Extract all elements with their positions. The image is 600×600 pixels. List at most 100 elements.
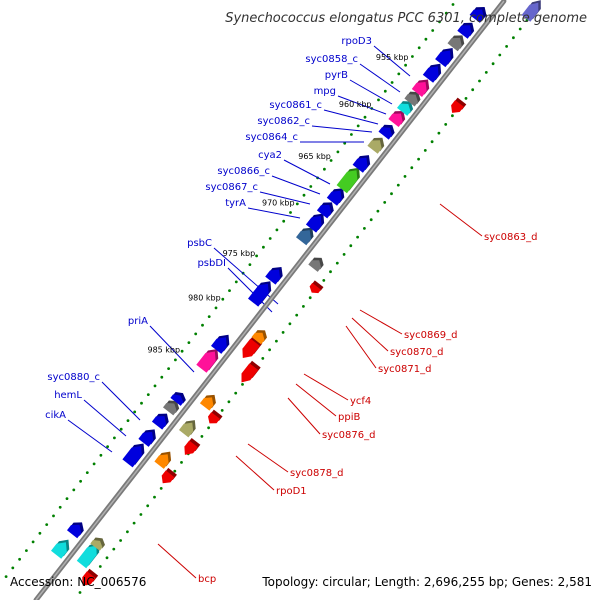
gene-feature[interactable] bbox=[196, 351, 216, 373]
gene-feature[interactable] bbox=[378, 127, 393, 140]
track-dot bbox=[322, 279, 326, 282]
track-dot bbox=[106, 445, 109, 448]
gene-feature[interactable] bbox=[170, 394, 184, 406]
gene-feature[interactable] bbox=[435, 50, 451, 68]
track-dot bbox=[281, 331, 285, 334]
reverse-connector bbox=[157, 543, 197, 579]
gene-feature[interactable] bbox=[138, 431, 154, 447]
gene-feature[interactable] bbox=[326, 190, 342, 206]
track-dot bbox=[295, 313, 299, 317]
gene-feature[interactable] bbox=[422, 66, 439, 83]
gene-feature[interactable] bbox=[404, 94, 418, 107]
track-dot bbox=[220, 409, 224, 412]
forward-gene-label[interactable]: cya2 bbox=[258, 150, 282, 161]
reverse-gene-label[interactable]: ycf4 bbox=[350, 396, 371, 407]
gene-feature[interactable] bbox=[82, 571, 96, 586]
forward-gene-label[interactable]: syc0880_c bbox=[47, 372, 100, 383]
reverse-gene-label[interactable]: ppiB bbox=[338, 412, 360, 423]
gene-feature[interactable] bbox=[397, 103, 411, 116]
gene-feature[interactable] bbox=[316, 204, 332, 219]
gene-feature[interactable] bbox=[411, 82, 427, 97]
track-dot bbox=[4, 575, 8, 578]
kbp-tick-label: 970 kbp bbox=[262, 199, 295, 208]
track-dot bbox=[323, 167, 326, 171]
forward-gene-label[interactable]: syc0858_c bbox=[305, 54, 358, 65]
reverse-gene-label[interactable]: syc0878_d bbox=[290, 468, 343, 479]
forward-gene-label[interactable]: priA bbox=[128, 316, 148, 327]
gene-feature[interactable] bbox=[51, 542, 67, 559]
track-dot bbox=[302, 193, 306, 197]
forward-gene-label[interactable]: psbC bbox=[187, 238, 212, 249]
gene-feature[interactable] bbox=[76, 545, 97, 569]
gene-feature[interactable] bbox=[388, 113, 403, 128]
gene-feature[interactable] bbox=[248, 283, 269, 307]
forward-connector bbox=[149, 325, 195, 373]
gene-feature[interactable] bbox=[265, 269, 281, 285]
gene-feature[interactable] bbox=[242, 338, 260, 358]
gene-feature[interactable] bbox=[67, 524, 82, 539]
gene-feature[interactable] bbox=[305, 215, 322, 233]
gene-feature[interactable] bbox=[241, 363, 259, 383]
track-dot bbox=[518, 27, 522, 31]
forward-gene-label[interactable]: syc0866_c bbox=[217, 166, 270, 177]
reverse-gene-label[interactable]: rpoD1 bbox=[276, 486, 307, 497]
reverse-gene-label[interactable]: syc0863_d bbox=[484, 232, 537, 243]
gene-feature[interactable] bbox=[457, 25, 472, 39]
track-dot bbox=[187, 341, 191, 344]
forward-gene-label[interactable]: syc0867_c bbox=[205, 182, 258, 193]
gene-feature[interactable] bbox=[469, 9, 484, 23]
reverse-gene-label[interactable]: syc0876_d bbox=[322, 430, 375, 441]
forward-gene-label[interactable]: hemL bbox=[54, 390, 82, 401]
gene-feature[interactable] bbox=[208, 412, 220, 424]
reverse-gene-label[interactable]: syc0870_d bbox=[390, 347, 443, 358]
forward-gene-label[interactable]: rpoD3 bbox=[341, 36, 372, 47]
gene-feature[interactable] bbox=[308, 260, 322, 272]
gene-feature[interactable] bbox=[352, 157, 368, 173]
forward-gene-label[interactable]: pyrB bbox=[325, 70, 348, 81]
gene-feature[interactable] bbox=[521, 2, 539, 22]
gene-feature[interactable] bbox=[122, 446, 142, 468]
gene-feature[interactable] bbox=[367, 140, 382, 154]
reverse-gene-label[interactable]: bcp bbox=[198, 574, 216, 585]
gene-feature[interactable] bbox=[251, 332, 265, 345]
gene-feature[interactable] bbox=[161, 470, 175, 484]
gene-feature[interactable] bbox=[90, 540, 103, 551]
gene-feature[interactable] bbox=[163, 403, 177, 416]
track-dot bbox=[356, 124, 360, 128]
gene-feature[interactable] bbox=[336, 170, 358, 194]
track-dot bbox=[99, 453, 103, 457]
forward-gene-label[interactable]: mpg bbox=[314, 86, 336, 97]
track-dot bbox=[126, 419, 130, 422]
track-dot bbox=[295, 202, 299, 206]
gene-feature[interactable] bbox=[179, 422, 194, 438]
gene-feature[interactable] bbox=[154, 454, 169, 469]
track-dot bbox=[363, 115, 367, 119]
forward-gene-label[interactable]: cikA bbox=[45, 410, 66, 421]
gene-feature[interactable] bbox=[184, 440, 198, 455]
reverse-gene-label[interactable]: syc0871_d bbox=[378, 364, 431, 375]
gene-feature[interactable] bbox=[151, 416, 167, 430]
gene-feature[interactable] bbox=[296, 230, 311, 246]
gene-feature[interactable] bbox=[199, 397, 214, 411]
gene-feature[interactable] bbox=[309, 282, 321, 294]
gene-feature[interactable] bbox=[211, 337, 227, 354]
track-dot bbox=[180, 461, 183, 464]
accession-text: Accession: NC_006576 bbox=[10, 575, 146, 589]
track-dot bbox=[159, 487, 163, 490]
kbp-tick-label: 955 kbp bbox=[376, 53, 409, 62]
forward-gene-label[interactable]: syc0862_c bbox=[257, 116, 310, 127]
forward-gene-label[interactable]: tyrA bbox=[225, 198, 246, 209]
track-dot bbox=[92, 462, 96, 466]
track-dot bbox=[275, 339, 278, 343]
track-dot bbox=[369, 218, 373, 222]
gene-feature[interactable] bbox=[447, 37, 462, 52]
track-dot bbox=[308, 296, 312, 300]
forward-gene-label[interactable]: syc0864_c bbox=[245, 132, 298, 143]
gene-feature[interactable] bbox=[451, 100, 464, 113]
track-dot bbox=[484, 71, 488, 74]
forward-gene-label[interactable]: syc0861_c bbox=[269, 100, 322, 111]
track-dot bbox=[383, 201, 387, 204]
reverse-gene-label[interactable]: syc0869_d bbox=[404, 330, 457, 341]
track-dot bbox=[228, 289, 231, 292]
forward-gene-label[interactable]: psbDI bbox=[197, 258, 226, 269]
